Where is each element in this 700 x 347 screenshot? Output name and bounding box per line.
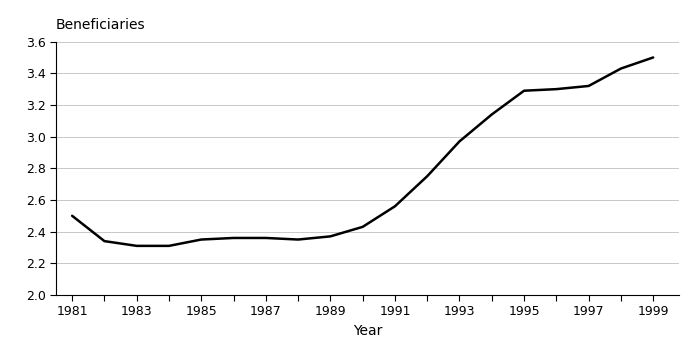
X-axis label: Year: Year xyxy=(353,324,382,338)
Text: Beneficiaries: Beneficiaries xyxy=(56,17,146,32)
